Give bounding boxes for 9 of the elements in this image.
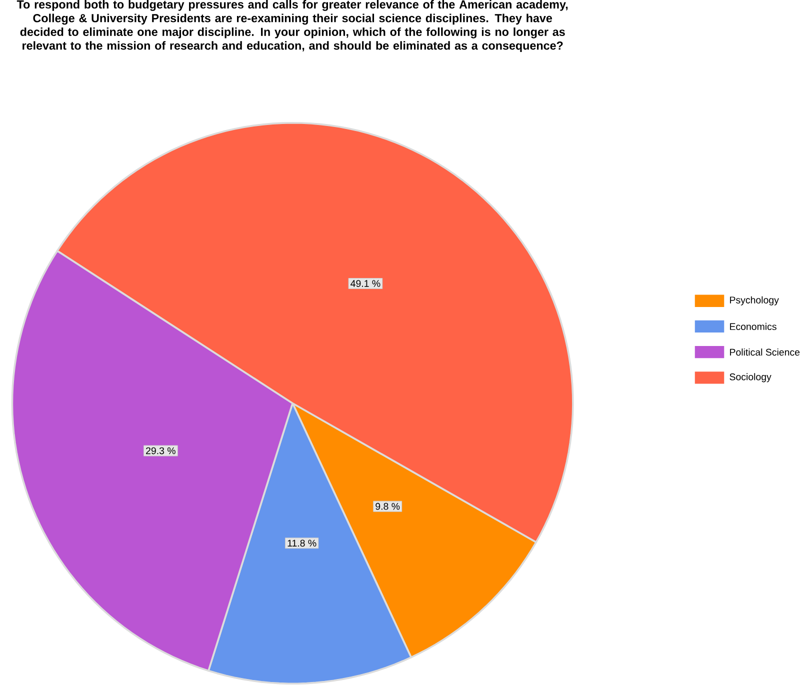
chart-title: To respond both to budgetary pressures and calls for greater relevance of the American academy, College & University Presidents are re-examining their social science disciplines. They have decided to eliminate one major discipline. In your opinion, which of the following is no longer as relevant to the mission of research and education, and should be eliminated as a consequence?: [16, 0, 568, 52]
data-label: 9.8 %: [376, 503, 400, 510]
legend-label: Economics: [730, 323, 776, 330]
data-label: 29.3 %: [146, 448, 176, 454]
legend-label: Political Science: [730, 348, 800, 356]
legend-label: Sociology: [730, 373, 772, 382]
data-label: 49.1 %: [350, 280, 380, 288]
data-label: 11.8 %: [288, 540, 316, 547]
legend-label: Psychology: [730, 296, 779, 306]
